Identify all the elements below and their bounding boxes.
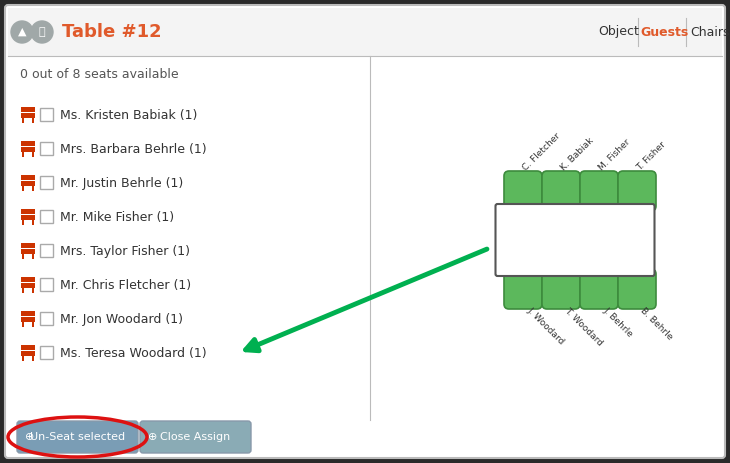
Bar <box>22 288 24 293</box>
Bar <box>22 220 24 225</box>
FancyBboxPatch shape <box>580 269 618 309</box>
Text: K. Babiak: K. Babiak <box>559 136 596 172</box>
Bar <box>40 176 53 189</box>
FancyBboxPatch shape <box>504 269 542 309</box>
FancyBboxPatch shape <box>140 421 251 453</box>
Text: Ms. Teresa Woodard (1): Ms. Teresa Woodard (1) <box>60 346 207 359</box>
Bar <box>21 175 35 180</box>
Text: M. Fisher: M. Fisher <box>597 137 632 172</box>
Text: T. Woodard: T. Woodard <box>563 306 604 348</box>
FancyBboxPatch shape <box>618 269 656 309</box>
Text: J. Behrle: J. Behrle <box>601 306 634 339</box>
Text: B. Behrle: B. Behrle <box>639 306 675 342</box>
FancyBboxPatch shape <box>618 171 656 211</box>
Text: 0 out of 8 seats available: 0 out of 8 seats available <box>20 68 179 81</box>
Bar <box>40 108 53 121</box>
Text: ⊕: ⊕ <box>148 432 158 442</box>
Bar <box>32 186 34 191</box>
Bar <box>22 356 24 361</box>
Bar <box>22 254 24 259</box>
Bar <box>21 113 35 118</box>
Text: Mr. Chris Fletcher (1): Mr. Chris Fletcher (1) <box>60 279 191 292</box>
Bar <box>40 244 53 257</box>
Bar <box>8 8 722 56</box>
Bar <box>21 345 35 350</box>
Text: ⊕: ⊕ <box>26 432 35 442</box>
Text: Table #12: Table #12 <box>62 23 161 41</box>
Bar <box>32 322 34 327</box>
Text: Object: Object <box>598 25 639 38</box>
Bar <box>21 311 35 316</box>
Text: Mr. Mike Fisher (1): Mr. Mike Fisher (1) <box>60 211 174 224</box>
Bar <box>21 243 35 248</box>
Bar <box>21 107 35 112</box>
Text: Close Assign: Close Assign <box>161 432 231 442</box>
Circle shape <box>31 21 53 43</box>
Text: Ms. Kristen Babiak (1): Ms. Kristen Babiak (1) <box>60 108 197 121</box>
Bar <box>22 118 24 123</box>
Bar <box>32 152 34 157</box>
Bar <box>40 278 53 291</box>
Bar <box>22 152 24 157</box>
Bar <box>21 249 35 254</box>
Bar <box>40 312 53 325</box>
Text: 🔒: 🔒 <box>39 27 45 37</box>
Text: Guests: Guests <box>640 25 688 38</box>
FancyBboxPatch shape <box>504 171 542 211</box>
Text: ▲: ▲ <box>18 27 26 37</box>
Bar <box>32 356 34 361</box>
Text: Un-Seat selected: Un-Seat selected <box>31 432 126 442</box>
Bar <box>21 283 35 288</box>
Bar <box>21 351 35 356</box>
Bar <box>21 141 35 146</box>
FancyBboxPatch shape <box>580 171 618 211</box>
Bar <box>22 322 24 327</box>
FancyBboxPatch shape <box>496 204 655 276</box>
Bar <box>40 346 53 359</box>
Text: Mr. Justin Behrle (1): Mr. Justin Behrle (1) <box>60 176 183 189</box>
Bar <box>32 220 34 225</box>
Bar <box>32 118 34 123</box>
Bar <box>21 317 35 322</box>
Text: Chairs: Chairs <box>690 25 729 38</box>
FancyBboxPatch shape <box>542 269 580 309</box>
Text: C. Fletcher: C. Fletcher <box>521 131 562 172</box>
Bar <box>21 215 35 220</box>
Text: Mrs. Taylor Fisher (1): Mrs. Taylor Fisher (1) <box>60 244 190 257</box>
FancyBboxPatch shape <box>5 5 725 458</box>
Circle shape <box>11 21 33 43</box>
Bar <box>22 186 24 191</box>
FancyBboxPatch shape <box>17 421 138 453</box>
Bar <box>40 142 53 155</box>
Bar <box>21 147 35 152</box>
Text: Mr. Jon Woodard (1): Mr. Jon Woodard (1) <box>60 313 183 325</box>
Bar <box>21 181 35 186</box>
Text: T. Fisher: T. Fisher <box>635 139 667 172</box>
Text: J. Woodard: J. Woodard <box>525 306 566 347</box>
Bar <box>21 209 35 214</box>
Bar <box>40 210 53 223</box>
FancyBboxPatch shape <box>542 171 580 211</box>
Bar <box>21 277 35 282</box>
Bar <box>32 254 34 259</box>
Text: Mrs. Barbara Behrle (1): Mrs. Barbara Behrle (1) <box>60 143 207 156</box>
Bar <box>32 288 34 293</box>
